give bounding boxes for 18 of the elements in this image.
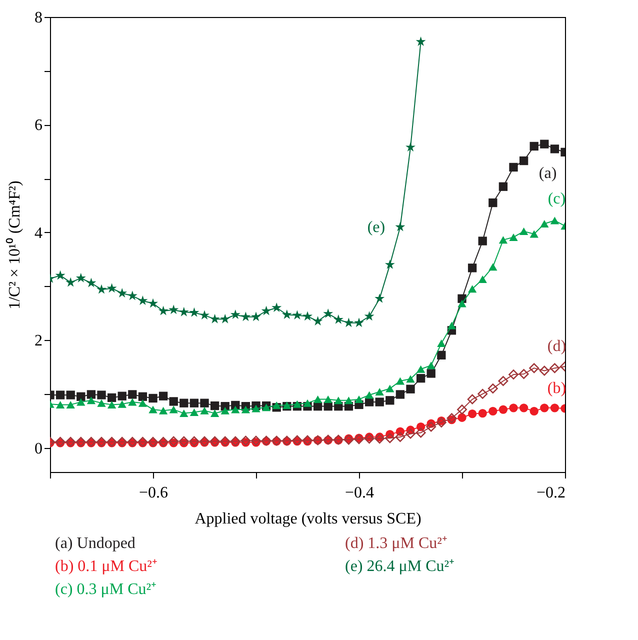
- text: (e) 26.4 μM Cu²⁺: [345, 558, 454, 575]
- x-axis-title: Applied voltage (volts versus SCE): [194, 510, 422, 528]
- text: (a) Undoped: [55, 535, 136, 552]
- x-tick-label: −0.2: [536, 484, 566, 502]
- text: (d) 1.3 μM Cu²⁺: [345, 535, 447, 552]
- annotation: (c): [548, 190, 566, 208]
- y-tick-label: 2: [34, 332, 42, 350]
- y-tick-label: 0: [34, 440, 42, 458]
- x-tick-label: −0.6: [138, 484, 168, 502]
- y-tick-label: 6: [34, 117, 42, 134]
- y-axis-title: 1/C² × 10¹⁰ (Cm⁴F²): [6, 180, 24, 310]
- annotation: (a): [538, 164, 557, 182]
- text: (c) 0.3 μM Cu²⁺: [55, 581, 156, 598]
- y-tick-label: 4: [34, 224, 42, 242]
- y-tick-label: 8: [34, 10, 42, 26]
- annotation: (e): [367, 219, 386, 236]
- text: (b) 0.1 μM Cu²⁺: [55, 558, 157, 575]
- x-tick-label: −0.4: [344, 484, 374, 502]
